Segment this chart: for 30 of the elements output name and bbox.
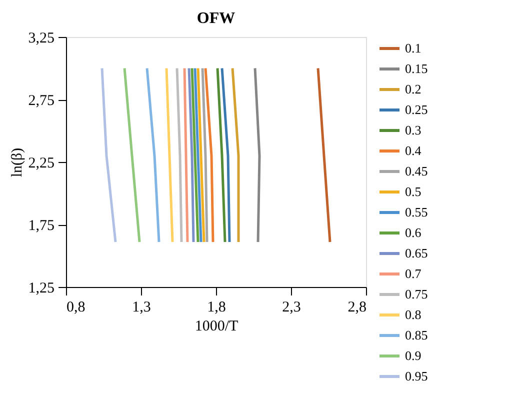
legend-label: 0.3: [405, 122, 422, 138]
legend-label: 0.55: [405, 204, 428, 220]
x-tick-label: 1,8: [207, 300, 226, 316]
x-axis-title: 1000/T: [194, 318, 238, 334]
legend-label: 0.8: [405, 307, 422, 322]
legend-label: 0.65: [405, 246, 428, 260]
legend-label: 0.2: [405, 82, 422, 96]
legend-label: 0.85: [405, 328, 428, 342]
legend-label: 0.95: [405, 368, 428, 384]
legend-label: 0.5: [405, 184, 422, 199]
legend-label: 0.4: [405, 143, 422, 158]
legend-label: 0.15: [405, 61, 428, 76]
legend-label: 0.75: [405, 286, 428, 302]
y-tick-label: 1,75: [28, 218, 54, 234]
legend-label: 0.6: [405, 225, 422, 240]
legend-label: 0.25: [405, 102, 428, 117]
legend-label: 0.1: [405, 40, 422, 56]
legend-label: 0.7: [405, 266, 422, 281]
y-tick-label: 2,25: [28, 156, 54, 172]
legend-label: 0.9: [405, 348, 422, 363]
x-tick-label: 2,8: [348, 300, 366, 316]
y-tick-label: 2,75: [28, 93, 54, 109]
chart-title: OFW: [196, 10, 236, 27]
x-tick-label: 1,3: [132, 300, 151, 316]
legend-label: 0.45: [405, 164, 428, 178]
y-tick-label: 3,25: [28, 30, 54, 46]
y-tick-label: 1,25: [28, 280, 54, 296]
y-axis-title: ln(β): [9, 148, 26, 178]
x-tick-label: 0,8: [66, 300, 86, 316]
x-tick-label: 2,3: [282, 300, 301, 316]
